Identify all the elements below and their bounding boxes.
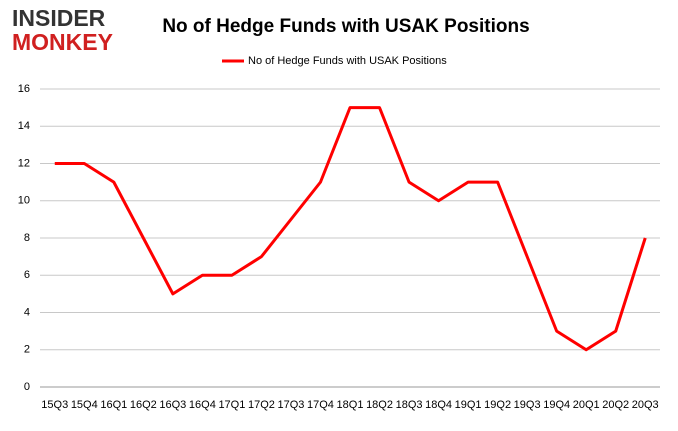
x-tick-label: 18Q2 <box>366 399 393 411</box>
y-tick-label: 16 <box>18 83 30 95</box>
x-tick-label: 16Q2 <box>130 399 157 411</box>
logo-top: INSIDER <box>12 5 106 31</box>
y-tick-label: 12 <box>18 157 30 169</box>
x-tick-label: 18Q1 <box>337 399 364 411</box>
x-tick-label: 19Q1 <box>455 399 482 411</box>
data-line <box>54 106 647 352</box>
x-tick-label: 20Q1 <box>573 399 600 411</box>
chart-title: No of Hedge Funds with USAK Positions <box>162 16 529 37</box>
y-tick-label: 6 <box>24 269 30 281</box>
y-tick-label: 4 <box>24 306 30 318</box>
x-tick-label: 16Q4 <box>189 399 216 411</box>
y-tick-label: 14 <box>18 120 30 132</box>
x-tick-label: 17Q1 <box>218 399 245 411</box>
x-tick-label: 17Q3 <box>277 399 304 411</box>
y-tick-label: 8 <box>24 232 30 244</box>
x-tick-label: 16Q3 <box>159 399 186 411</box>
x-tick-label: 17Q2 <box>248 399 275 411</box>
x-tick-label: 18Q4 <box>425 399 452 411</box>
legend-label: No of Hedge Funds with USAK Positions <box>248 55 447 67</box>
x-tick-label: 15Q4 <box>71 399 98 411</box>
x-tick-label: 19Q3 <box>514 399 541 411</box>
x-tick-label: 19Q2 <box>484 399 511 411</box>
x-tick-label: 20Q2 <box>602 399 629 411</box>
x-tick-label: 17Q4 <box>307 399 334 411</box>
x-tick-label: 18Q3 <box>396 399 423 411</box>
x-tick-label: 20Q3 <box>632 399 659 411</box>
x-tick-label: 16Q1 <box>100 399 127 411</box>
y-tick-label: 10 <box>18 195 30 207</box>
x-tick-label: 15Q3 <box>41 399 68 411</box>
x-tick-label: 19Q4 <box>543 399 570 411</box>
logo-bottom: MONKEY <box>12 29 113 55</box>
y-tick-label: 0 <box>24 381 30 393</box>
y-tick-label: 2 <box>24 344 30 356</box>
